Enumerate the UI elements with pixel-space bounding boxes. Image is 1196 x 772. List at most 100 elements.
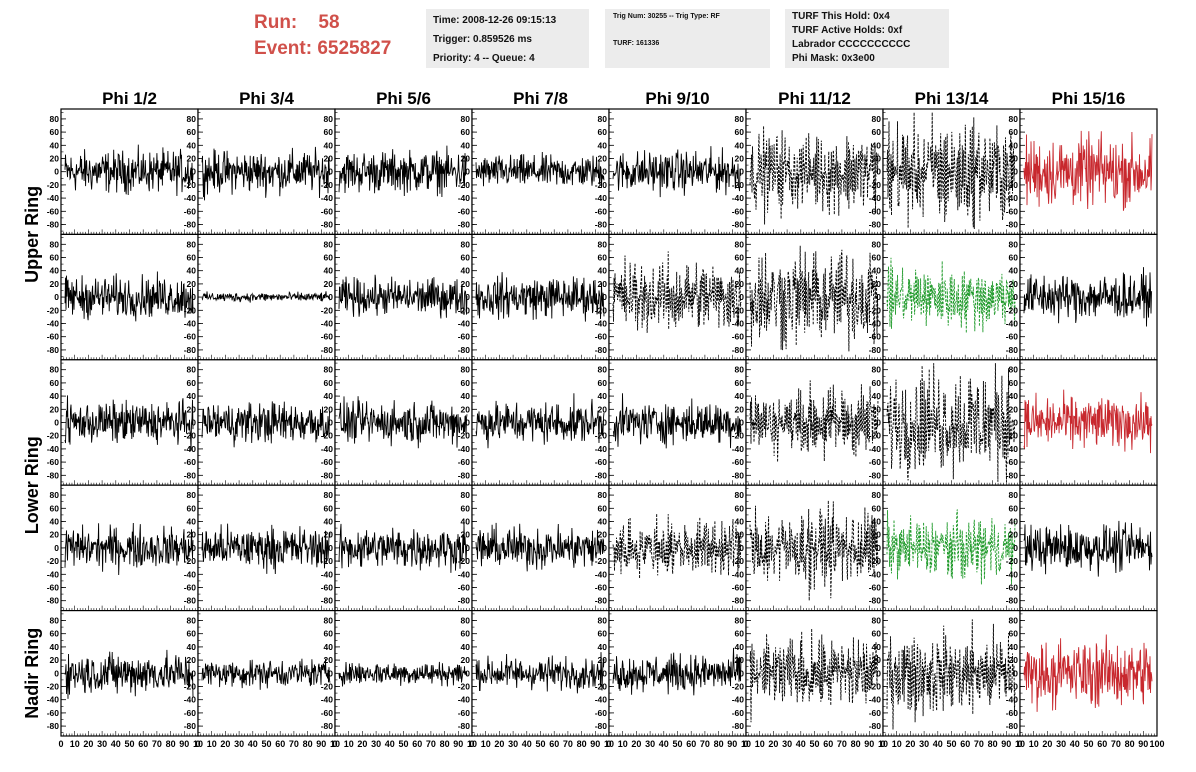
y-tick-label: -20 [595,305,608,315]
labrador-text: Labrador CCCCCCCCCC [792,39,911,50]
y-tick-label: 60 [50,629,60,639]
y-tick-label: -40 [458,444,471,454]
y-tick-label: 80 [50,239,60,249]
y-tick-label: -80 [458,596,471,606]
y-tick-label: 60 [1009,503,1019,513]
y-tick-label: 0 [876,543,881,553]
y-tick-label: 20 [598,154,608,164]
waveform-panel: 80 60 40 20 0 -20 -40 -60 -80 [458,108,610,236]
y-tick-label: 20 [872,279,882,289]
waveform-trace [749,245,879,352]
y-tick-label: 60 [872,503,882,513]
y-tick-label: 80 [50,365,60,375]
y-tick-label: -20 [458,431,471,441]
y-tick-label: 80 [461,114,471,124]
y-tick-label: -80 [595,596,608,606]
waveform-trace [1023,634,1153,712]
turf-hold-text: TURF This Hold: 0x4 [792,11,890,22]
y-tick-label: -60 [595,332,608,342]
y-tick-label: -60 [47,457,60,467]
priority-text: Priority: 4 -- Queue: 4 [433,53,535,64]
y-tick-label: -80 [184,470,197,480]
y-tick-label: 20 [598,404,608,414]
waveform-trace [64,271,194,322]
y-tick-label: -80 [732,345,745,355]
y-tick-label: 80 [735,490,745,500]
y-tick-label: -40 [732,319,745,329]
x-tick-label: 70 [700,739,710,749]
waveform-trace [1023,130,1153,211]
y-tick-label: 40 [598,140,608,150]
x-tick-label: 70 [1111,739,1121,749]
y-tick-label: 60 [598,503,608,513]
x-tick-label: 60 [138,739,148,749]
y-tick-label: -80 [869,220,882,230]
x-tick-label: 70 [289,739,299,749]
y-tick-label: 20 [50,404,60,414]
run-event-label: Run: 58 Event: 6525827 [254,10,391,62]
y-tick-label: 60 [324,629,334,639]
turf-active-text: TURF Active Holds: 0xf [792,25,903,36]
y-tick-label: -60 [869,583,882,593]
y-tick-label: -20 [47,305,60,315]
y-tick-label: 60 [461,127,471,137]
y-tick-label: 60 [324,127,334,137]
y-tick-label: 0 [54,167,59,177]
y-tick-label: 80 [324,239,334,249]
y-tick-label: 40 [187,517,197,527]
y-tick-label: 60 [598,378,608,388]
waveform-trace [612,146,742,198]
y-tick-label: -20 [321,556,334,566]
y-tick-label: 40 [735,642,745,652]
x-tick-label: 80 [714,739,724,749]
x-tick-label: 40 [385,739,395,749]
x-tick-label: 10 [193,739,203,749]
x-tick-label: 90 [179,739,189,749]
x-tick-label: 80 [440,739,450,749]
waveform-panel: 80 60 40 20 0 -20 -40 -60 -80 [1006,359,1158,486]
y-tick-label: -20 [184,431,197,441]
y-tick-label: -80 [869,345,882,355]
x-tick-label: 80 [303,739,313,749]
y-tick-label: 80 [461,616,471,626]
y-tick-label: 60 [735,253,745,263]
y-tick-label: -40 [458,569,471,579]
x-tick-label: 90 [1138,739,1148,749]
x-tick-label: 90 [1001,739,1011,749]
waveform-panel: 80 60 40 20 0 -20 -40 -60 -80 [321,359,473,486]
waveform-panel: 80 60 40 20 0 -20 -40 -60 -80 [321,233,473,361]
y-tick-label: -20 [321,431,334,441]
y-tick-label: -80 [732,220,745,230]
y-tick-label: 80 [1009,114,1019,124]
x-tick-label: 70 [837,739,847,749]
x-tick-label: 0 [880,739,885,749]
y-tick-label: 80 [872,365,882,375]
waveform-trace [1023,267,1153,327]
y-tick-label: 60 [461,629,471,639]
y-tick-label: 80 [872,239,882,249]
y-tick-label: 0 [602,418,607,428]
waveform-trace [201,290,331,303]
y-tick-label: -20 [1006,305,1019,315]
y-tick-label: 20 [187,404,197,414]
y-tick-label: 40 [50,266,60,276]
x-tick-label: 30 [645,739,655,749]
y-tick-label: -80 [1006,721,1019,731]
y-tick-label: 80 [735,365,745,375]
x-tick-label: 60 [686,739,696,749]
x-tick-label: 40 [796,739,806,749]
waveform-trace [612,393,742,449]
y-tick-label: 80 [187,114,197,124]
y-tick-label: 0 [876,418,881,428]
x-tick-label: 80 [166,739,176,749]
y-tick-label: -40 [321,695,334,705]
y-tick-label: -20 [732,305,745,315]
y-tick-label: 80 [598,490,608,500]
y-tick-label: -40 [321,444,334,454]
y-tick-label: -60 [184,583,197,593]
x-tick-label: 30 [97,739,107,749]
y-tick-label: 20 [324,154,334,164]
x-tick-label: 70 [152,739,162,749]
turf-text: TURF: 161336 [613,40,660,47]
y-tick-label: -60 [595,457,608,467]
